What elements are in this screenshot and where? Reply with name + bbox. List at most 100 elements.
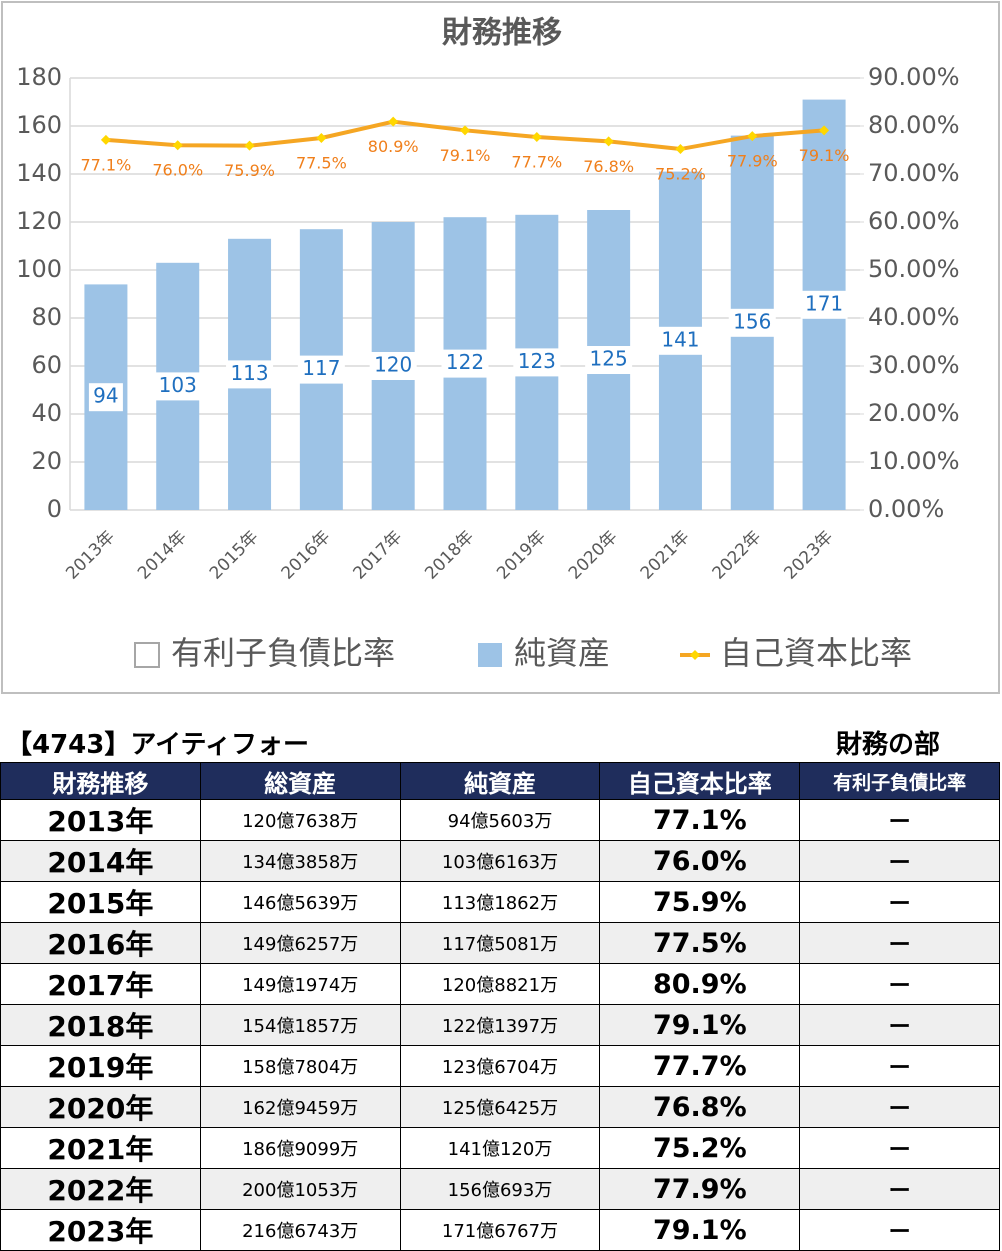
data-label: 122 — [446, 350, 484, 374]
table-cell: 2014年 — [0, 840, 201, 882]
data-label: 79.1% — [440, 146, 491, 165]
table-cell: ー — [799, 963, 1000, 1005]
legend-swatch — [134, 642, 160, 668]
table-cell: 120億7638万 — [199, 799, 401, 841]
header-cell: 有利子負債比率 — [799, 762, 1000, 800]
y-tick-label: 60 — [31, 351, 62, 379]
table-cell: 162億9459万 — [199, 1086, 401, 1128]
table-cell: 103億6163万 — [399, 840, 601, 882]
table-cell: ー — [799, 799, 1000, 841]
data-label: 113 — [230, 361, 268, 385]
data-label: 94 — [93, 384, 118, 408]
y2-tick-label: 0.00% — [868, 495, 944, 523]
y2-tick-label: 30.00% — [868, 351, 960, 379]
point — [244, 140, 255, 151]
data-label-bg — [441, 349, 489, 378]
table-cell: ー — [799, 1168, 1000, 1210]
y2-tick-label: 80.00% — [868, 111, 960, 139]
data-label-bg — [226, 360, 274, 389]
y2-tick-label: 60.00% — [868, 207, 960, 235]
data-label: 123 — [518, 349, 556, 373]
point — [100, 134, 111, 145]
table-cell: 2023年 — [0, 1209, 201, 1251]
table-cell: 80.9% — [599, 963, 801, 1005]
table-cell: 2013年 — [0, 799, 201, 841]
data-label-bg — [369, 352, 417, 380]
data-label-bg — [800, 290, 848, 319]
point — [603, 136, 614, 147]
data-label: 77.5% — [296, 154, 347, 173]
data-label: 77.1% — [80, 155, 131, 174]
table-cell: ー — [799, 922, 1000, 964]
y2-tick-label: 20.00% — [868, 399, 960, 427]
y-tick-label: 0 — [47, 495, 62, 523]
point — [747, 131, 758, 142]
header-cell: 財務推移 — [0, 762, 201, 800]
data-label: 141 — [661, 327, 699, 351]
table-cell: 146億5639万 — [199, 881, 401, 923]
table-cell: 94億5603万 — [399, 799, 601, 841]
header-cell: 純資産 — [399, 762, 601, 800]
table-cell: ー — [799, 840, 1000, 882]
point — [316, 133, 327, 143]
table-cell: 2017年 — [0, 963, 201, 1005]
data-label-bg — [297, 355, 345, 384]
y-tick-label: 120 — [16, 207, 62, 235]
point — [388, 116, 399, 127]
table-cell: 122億1397万 — [399, 1004, 601, 1046]
table-caption: 財務の部 — [836, 730, 941, 760]
y2-tick-label: 10.00% — [868, 447, 960, 475]
table-cell: 2018年 — [0, 1004, 201, 1046]
header-row: 財務推移 総資産 純資産 自己資本比率 有利子負債比率 — [0, 762, 1000, 800]
table-cell: 117億5081万 — [399, 922, 601, 964]
y2-tick-label: 70.00% — [868, 159, 960, 187]
legend-label: 純資産 — [514, 634, 610, 672]
table-cell: 77.1% — [599, 799, 801, 841]
data-label-bg — [88, 383, 123, 412]
table-cell: 149億6257万 — [199, 922, 401, 964]
data-label: 156 — [733, 309, 771, 333]
table-row: 2017年 149億1974万 120億8821万 80.9% ー — [0, 963, 1000, 1005]
data-label: 80.9% — [368, 137, 419, 156]
point — [460, 125, 470, 136]
point — [819, 125, 830, 136]
table-cell: 171億6767万 — [399, 1209, 601, 1251]
table-cell: 154億1857万 — [199, 1004, 401, 1046]
y-tick-label: 180 — [16, 63, 62, 91]
table: 財務推移 総資産 純資産 自己資本比率 有利子負債比率 2013年 120億7638万 94億… — [0, 762, 1000, 1251]
table-row: 2018年 154億1857万 122億1397万 79.1% ー — [0, 1004, 1000, 1046]
table-cell: ー — [799, 1086, 1000, 1128]
table-cell: ー — [799, 1127, 1000, 1169]
table-cell: 2016年 — [0, 922, 201, 964]
table-cell: 75.9% — [599, 881, 801, 923]
y-tick-label: 160 — [16, 111, 62, 139]
table-cell: 156億693万 — [399, 1168, 601, 1210]
table-cell: 113億1862万 — [399, 881, 601, 923]
y-tick-label: 20 — [31, 447, 62, 475]
y-tick-label: 40 — [31, 399, 62, 427]
data-label: 77.9% — [727, 152, 778, 171]
table-cell: 76.8% — [599, 1086, 801, 1128]
y-tick-label: 80 — [31, 303, 62, 331]
table-row: 2022年 200億1053万 156億693万 77.9% ー — [0, 1168, 1000, 1210]
table-cell: 2022年 — [0, 1168, 201, 1210]
y2-tick-label: 40.00% — [868, 303, 960, 331]
chart-frame — [1, 1, 1000, 694]
table-row: 2015年 146億5639万 113億1862万 75.9% ー — [0, 881, 1000, 923]
point — [675, 144, 686, 155]
data-label: 171 — [805, 291, 843, 315]
table-cell: 76.0% — [599, 840, 801, 882]
table-title: 【4743】アイティフォー — [6, 730, 309, 760]
data-label: 79.1% — [799, 146, 850, 165]
table-row: 2014年 134億3858万 103億6163万 76.0% ー — [0, 840, 1000, 882]
table-cell: 186億9099万 — [199, 1127, 401, 1169]
header-cell: 総資産 — [199, 762, 401, 800]
y2-tick-label: 90.00% — [868, 63, 960, 91]
table-cell: 200億1053万 — [199, 1168, 401, 1210]
table-cell: ー — [799, 881, 1000, 923]
table-row: 2019年 158億7804万 123億6704万 77.7% ー — [0, 1045, 1000, 1087]
data-label-bg — [513, 348, 561, 377]
table-cell: 77.7% — [599, 1045, 801, 1087]
data-label: 75.2% — [655, 165, 706, 184]
